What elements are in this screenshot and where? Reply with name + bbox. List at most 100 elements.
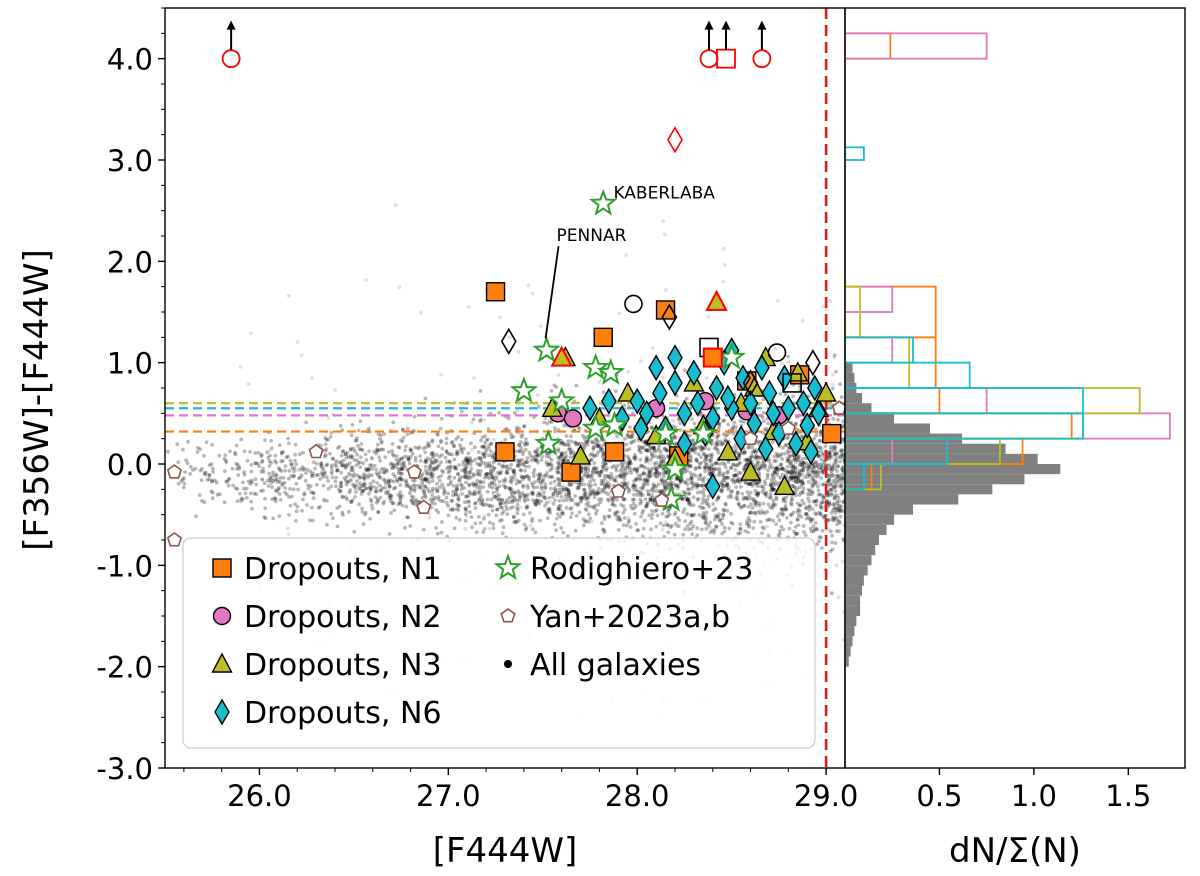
galaxy-dot — [804, 505, 809, 510]
galaxy-dot — [748, 518, 752, 523]
galaxy-dot — [818, 433, 823, 437]
galaxy-dot — [755, 491, 760, 496]
galaxy-dot — [459, 437, 464, 442]
galaxy-dot — [431, 486, 435, 491]
galaxy-dot — [771, 518, 776, 523]
galaxy-dot — [811, 478, 816, 482]
galaxy-dot — [334, 464, 339, 469]
galaxy-dot — [820, 447, 825, 451]
galaxy-dot — [330, 463, 334, 468]
galaxy-dot — [743, 529, 748, 533]
galaxy-dot — [818, 511, 823, 516]
all-galaxies-hist-bar — [845, 575, 864, 586]
galaxy-dot — [283, 480, 287, 485]
galaxy-dot — [292, 473, 296, 478]
galaxy-dot — [279, 469, 284, 473]
galaxy-dot — [642, 483, 646, 487]
galaxy-dot — [478, 501, 483, 506]
galaxy-dot — [400, 439, 405, 444]
galaxy-dot — [792, 457, 797, 462]
galaxy-dot — [550, 475, 555, 479]
galaxy-dot — [785, 465, 790, 469]
galaxy-dot — [807, 499, 812, 504]
galaxy-dot — [248, 482, 253, 486]
galaxy-dot — [430, 440, 434, 444]
galaxy-dot — [500, 518, 504, 522]
galaxy-dot — [517, 458, 522, 463]
galaxy-dot — [800, 468, 804, 473]
galaxy-dot — [588, 516, 593, 521]
galaxy-dot — [406, 457, 411, 462]
galaxy-dot — [645, 503, 649, 508]
galaxy-dot — [639, 359, 643, 363]
galaxy-dot — [389, 478, 393, 483]
galaxy-dot — [681, 490, 686, 494]
galaxy-dot — [721, 478, 726, 482]
galaxy-dot — [534, 502, 539, 506]
galaxy-dot — [306, 483, 310, 488]
galaxy-dot — [487, 453, 491, 458]
galaxy-dot — [442, 490, 447, 494]
galaxy-dot — [806, 480, 811, 484]
galaxy-dot — [622, 516, 627, 520]
galaxy-dot — [479, 494, 483, 498]
galaxy-dot — [425, 471, 430, 475]
galaxy-dot — [287, 441, 291, 446]
galaxy-dot — [256, 450, 261, 455]
galaxy-dot — [753, 455, 758, 460]
galaxy-dot — [833, 489, 838, 493]
galaxy-dot — [347, 509, 351, 514]
galaxy-dot — [343, 452, 348, 457]
galaxy-dot — [597, 470, 601, 475]
red-outlined-triangle-marker — [705, 289, 728, 311]
galaxy-dot — [485, 474, 489, 479]
galaxy-dot — [561, 498, 566, 503]
galaxy-dot — [667, 506, 672, 511]
galaxy-dot — [393, 203, 398, 208]
galaxy-dot — [515, 508, 520, 512]
galaxy-dot — [614, 468, 619, 473]
galaxy-dot — [399, 471, 404, 476]
galaxy-dot — [639, 463, 644, 468]
galaxy-dot — [634, 469, 639, 473]
legend-label: Yan+2023a,b — [529, 600, 730, 635]
galaxy-dot — [461, 460, 466, 464]
galaxy-dot — [498, 519, 502, 523]
galaxy-dot — [819, 457, 824, 462]
galaxy-dot — [591, 445, 596, 450]
galaxy-dot — [446, 470, 451, 475]
galaxy-dot — [724, 502, 728, 507]
galaxy-dot — [711, 502, 716, 506]
galaxy-dot — [370, 456, 374, 461]
galaxy-dot — [737, 454, 741, 458]
galaxy-dot — [468, 456, 472, 460]
galaxy-dot — [490, 475, 495, 480]
galaxy-dot — [378, 483, 382, 488]
galaxy-dot — [523, 468, 528, 473]
galaxy-dot — [741, 420, 746, 424]
galaxy-dot — [440, 482, 445, 487]
galaxy-dot — [834, 460, 839, 465]
galaxy-dot — [454, 492, 458, 496]
galaxy-dot — [462, 485, 466, 490]
galaxy-dot — [210, 478, 215, 483]
galaxy-dot — [642, 518, 647, 523]
galaxy-dot — [279, 450, 284, 455]
galaxy-dot — [566, 459, 571, 463]
galaxy-dot — [832, 496, 837, 500]
galaxy-dot — [721, 461, 725, 465]
galaxy-dot — [661, 474, 666, 479]
galaxy-dot — [513, 490, 517, 495]
lower-limit-arrowhead — [721, 20, 731, 30]
galaxy-dot — [778, 453, 783, 458]
galaxy-dot — [764, 426, 769, 431]
galaxy-dot — [582, 482, 586, 487]
galaxy-dot — [828, 549, 833, 553]
galaxy-dot — [480, 497, 485, 502]
galaxy-dot — [185, 461, 190, 465]
galaxy-dot — [527, 477, 532, 482]
galaxy-dot — [274, 472, 279, 477]
galaxy-dot — [603, 486, 607, 490]
galaxy-dot — [742, 450, 747, 455]
galaxy-dot — [515, 505, 520, 510]
